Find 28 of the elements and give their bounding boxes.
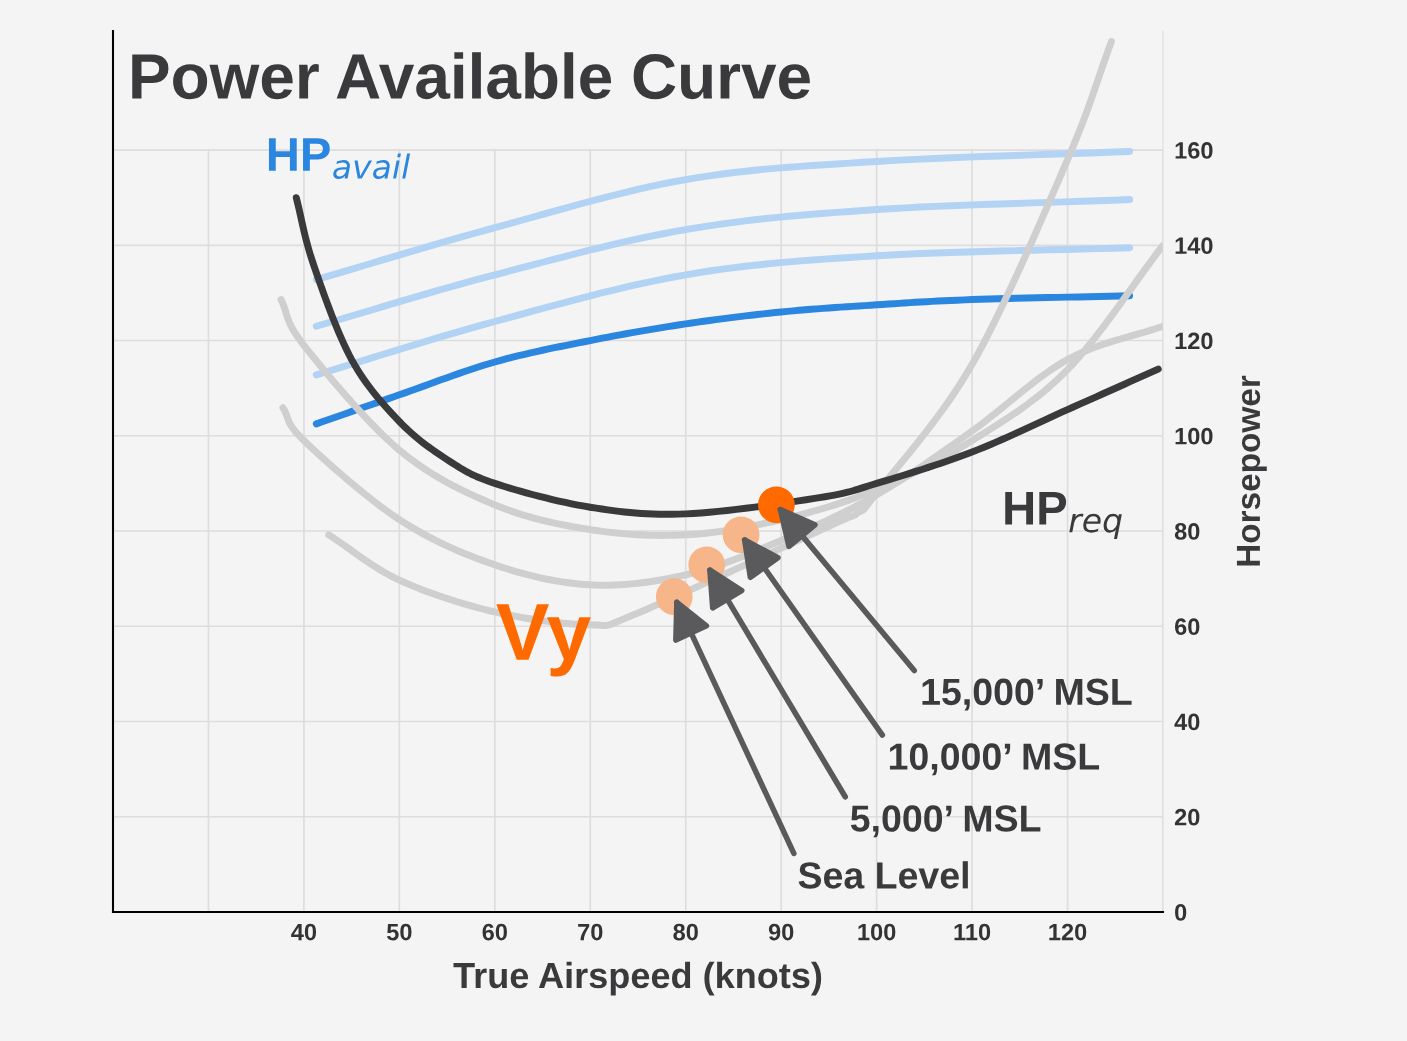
- annotation: Vy: [496, 604, 591, 677]
- annotation: 10,000’ MSL: [889, 743, 1100, 776]
- y-tick-label: 0: [1175, 904, 1187, 921]
- y-tick-label: 60: [1174, 618, 1200, 636]
- annotation: 5,000’ MSL: [850, 805, 1041, 838]
- y-tick-label: 120: [1175, 332, 1213, 350]
- x-tick-label: 60: [482, 923, 507, 941]
- annotation: 15,000’ MSL: [922, 678, 1132, 711]
- x-tick-label: 40: [291, 923, 317, 941]
- x-tick-label: 110: [954, 923, 991, 941]
- y-tick-label: 140: [1175, 237, 1213, 255]
- x-axis-title: True Airspeed (knots): [453, 961, 822, 996]
- y-axis-title: Horsepower: [1236, 375, 1267, 566]
- y-tick-label: 160: [1175, 142, 1213, 159]
- x-tick-label: 70: [578, 923, 603, 941]
- annotation: Sea Level: [798, 861, 968, 889]
- x-tick-label: 80: [673, 923, 698, 941]
- y-tick-label: 20: [1174, 808, 1200, 826]
- y-tick-label: 100: [1175, 427, 1213, 445]
- x-tick-label: 100: [858, 923, 896, 941]
- y-tick-label: 80: [1174, 523, 1200, 540]
- x-tick-label: 120: [1049, 923, 1087, 941]
- y-tick-label: 40: [1174, 713, 1200, 731]
- chart-title: Power Available Curve: [132, 52, 810, 100]
- x-tick-label: 90: [768, 923, 794, 941]
- x-tick-label: 50: [386, 923, 412, 941]
- annotation: HP$_{req}$: [1005, 491, 1122, 539]
- annotation: HP$_{avail}$: [268, 138, 411, 180]
